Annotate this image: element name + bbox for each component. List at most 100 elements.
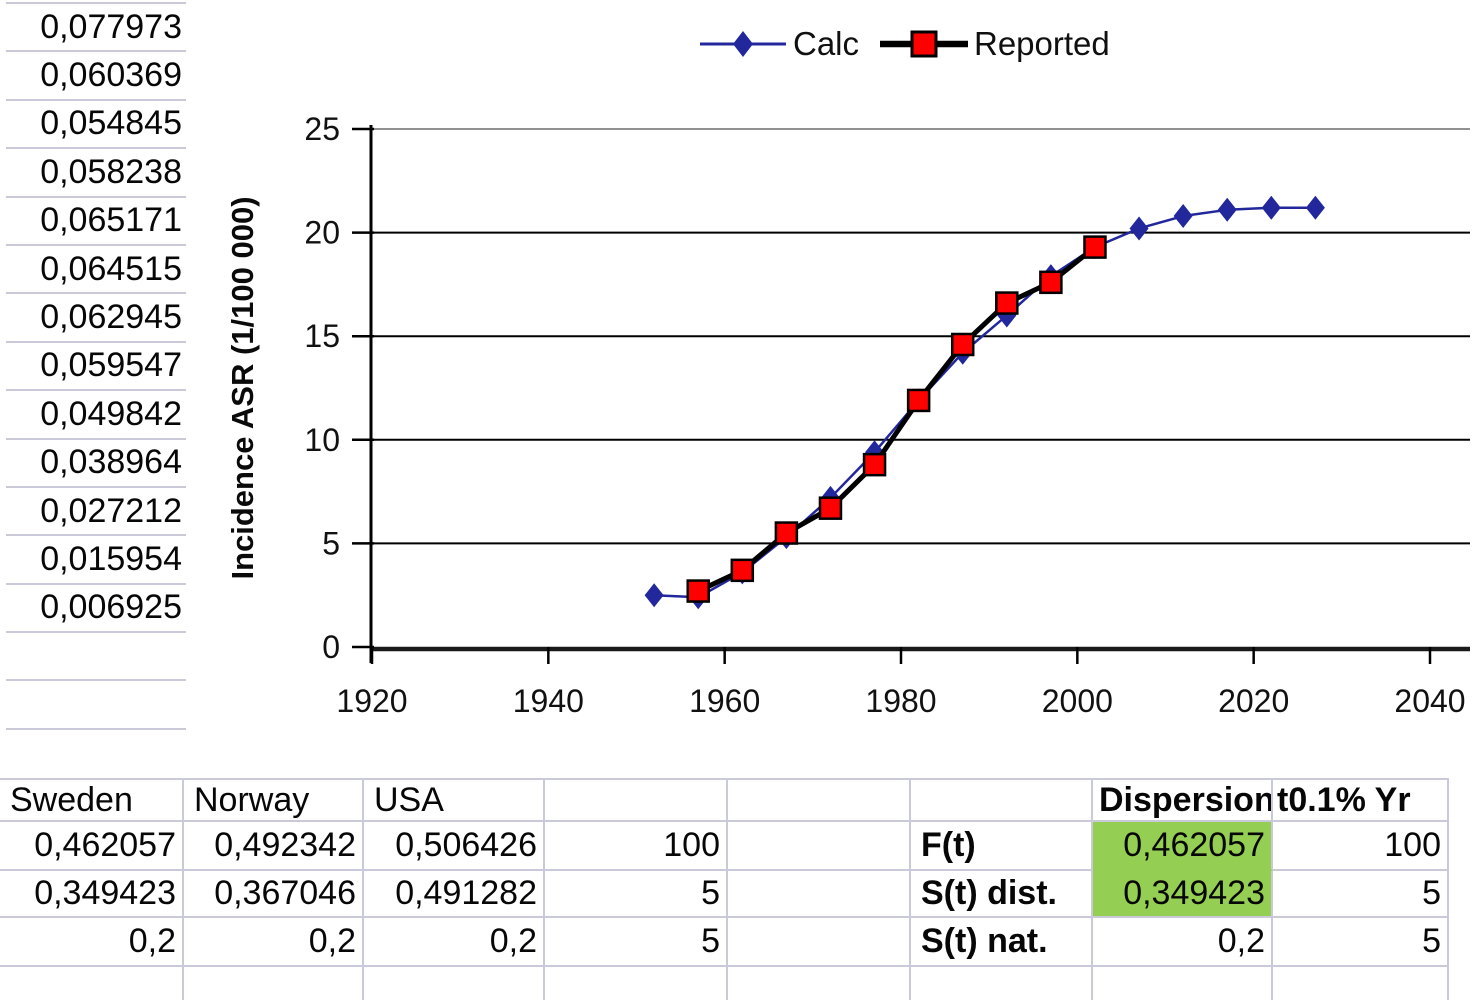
table-cell[interactable] [545, 780, 728, 822]
table-cell[interactable]: 0,506426 [364, 822, 545, 871]
table-cell[interactable] [1093, 967, 1273, 1000]
legend-calc-label: Calc [793, 25, 859, 62]
table-cell[interactable] [728, 967, 911, 1000]
reported-marker [950, 332, 975, 357]
calc-marker [1305, 195, 1325, 220]
table-cell[interactable]: 0,2 [1093, 918, 1273, 967]
table-top-border [0, 778, 1449, 780]
chart-axes [352, 125, 1470, 664]
y-tick-label: 5 [322, 525, 340, 561]
reported-line [697, 245, 1097, 594]
reported-marker [995, 291, 1019, 315]
chart-series [644, 195, 1325, 610]
table-cell[interactable] [728, 822, 911, 871]
table-cell[interactable] [728, 780, 911, 822]
table-cell[interactable]: S(t) dist. [911, 871, 1093, 918]
y-tick-label: 0 [322, 629, 340, 665]
table-cell[interactable] [728, 871, 911, 918]
left-column-cell[interactable]: 0,006925 [6, 585, 186, 634]
left-column-cell[interactable]: 0,059547 [6, 343, 186, 392]
table-cell[interactable]: Norway [184, 780, 364, 822]
chart-legend: Calc Reported [700, 25, 1110, 62]
table-cell[interactable]: 0,462057 [0, 822, 184, 871]
table-cell[interactable]: 100 [545, 822, 728, 871]
table-cell[interactable]: 0,492342 [184, 822, 364, 871]
left-column-cell[interactable]: 0,065171 [6, 198, 186, 246]
left-column-cell[interactable] [6, 681, 186, 730]
left-column-cell[interactable]: 0,027212 [6, 488, 186, 537]
left-column-cell[interactable]: 0,064515 [6, 246, 186, 295]
legend-reported-marker [910, 30, 938, 58]
y-tick-label: 15 [304, 318, 340, 354]
calc-marker [1217, 197, 1237, 222]
table-cell[interactable]: USA [364, 780, 545, 822]
table-cell[interactable]: 0,349423 [1093, 871, 1273, 918]
x-tick-label: 2020 [1218, 683, 1289, 719]
reported-marker [730, 558, 755, 583]
table-cell[interactable] [911, 780, 1093, 822]
left-column-cell[interactable]: 0,062945 [6, 294, 186, 343]
calc-marker [1129, 216, 1149, 241]
x-tick-label: 2040 [1394, 683, 1465, 719]
y-tick-label: 25 [304, 111, 340, 147]
table-cell[interactable]: t0.1% Yr [1273, 780, 1449, 822]
reported-marker [818, 496, 843, 520]
table-cell[interactable]: 0,2 [184, 918, 364, 967]
table-cell[interactable]: 0,2 [364, 918, 545, 967]
table-cell[interactable] [184, 967, 364, 1000]
table-cell[interactable]: F(t) [911, 822, 1093, 871]
y-axis-title: Incidence ASR (1/100 000) [225, 196, 260, 579]
y-tick-label: 20 [304, 215, 340, 251]
table-cell[interactable] [911, 967, 1093, 1000]
left-column-cell[interactable]: 0,054845 [6, 101, 186, 150]
reported-marker [686, 579, 710, 603]
table-cell[interactable]: Sweden [0, 780, 184, 822]
calc-marker [1261, 195, 1281, 220]
x-tick-label: 1960 [689, 683, 760, 719]
legend-reported-label: Reported [974, 25, 1110, 62]
table-cell[interactable]: 0,462057 [1093, 822, 1273, 871]
table-cell[interactable] [545, 967, 728, 1000]
table-cell[interactable]: 100 [1273, 822, 1449, 871]
reported-marker [1039, 270, 1063, 295]
calc-marker [1173, 204, 1193, 229]
chart-gridlines [372, 128, 1470, 545]
table-cell[interactable]: S(t) nat. [911, 918, 1093, 967]
table-cell[interactable]: 5 [545, 871, 728, 918]
x-tick-label: 2000 [1042, 683, 1113, 719]
left-column-cell[interactable] [6, 633, 186, 682]
table-cell[interactable] [364, 967, 545, 1000]
calc-marker [644, 583, 664, 608]
left-column-cell[interactable]: 0,049842 [6, 391, 186, 440]
incidence-chart: 0 5 10 15 20 25 1920 1940 1960 1980 2000 2020 2040 I… [225, 25, 1470, 719]
table-cell[interactable]: 5 [545, 918, 728, 967]
reported-marker [862, 452, 887, 477]
legend-calc-marker [733, 31, 753, 57]
table-cell[interactable]: 5 [1273, 918, 1449, 967]
table-cell[interactable] [1273, 967, 1449, 1000]
reported-marker [906, 388, 931, 413]
table-cell[interactable]: 5 [1273, 871, 1449, 918]
calc-line [654, 206, 1316, 599]
table-cell[interactable]: 0,2 [0, 918, 184, 967]
x-tick-label: 1940 [513, 683, 584, 719]
table-cell[interactable]: 0,491282 [364, 871, 545, 918]
table-cell[interactable]: 0,367046 [184, 871, 364, 918]
left-column-cell[interactable]: 0,015954 [6, 536, 186, 585]
left-column-cell[interactable]: 0,077973 [6, 4, 186, 53]
reported-marker [1083, 235, 1107, 259]
left-column-cell[interactable]: 0,060369 [6, 52, 186, 101]
chart-axis-labels: 0 5 10 15 20 25 1920 1940 1960 1980 2000 2020 2040 [304, 111, 1465, 719]
table-cell[interactable]: 0,349423 [0, 871, 184, 918]
left-column-cell[interactable]: 0,058238 [6, 149, 186, 198]
x-tick-label: 1920 [336, 683, 407, 719]
table-cell[interactable] [0, 967, 184, 1000]
table-cell[interactable] [728, 918, 911, 967]
table-cell[interactable]: Dispersion [1093, 780, 1273, 822]
y-tick-label: 10 [304, 422, 340, 458]
x-tick-label: 1980 [865, 683, 936, 719]
reported-marker [774, 521, 799, 545]
left-number-column: 0,077973 0,060369 0,054845 0,058238 0,065171… [6, 2, 186, 730]
left-column-cell[interactable]: 0,038964 [6, 440, 186, 488]
